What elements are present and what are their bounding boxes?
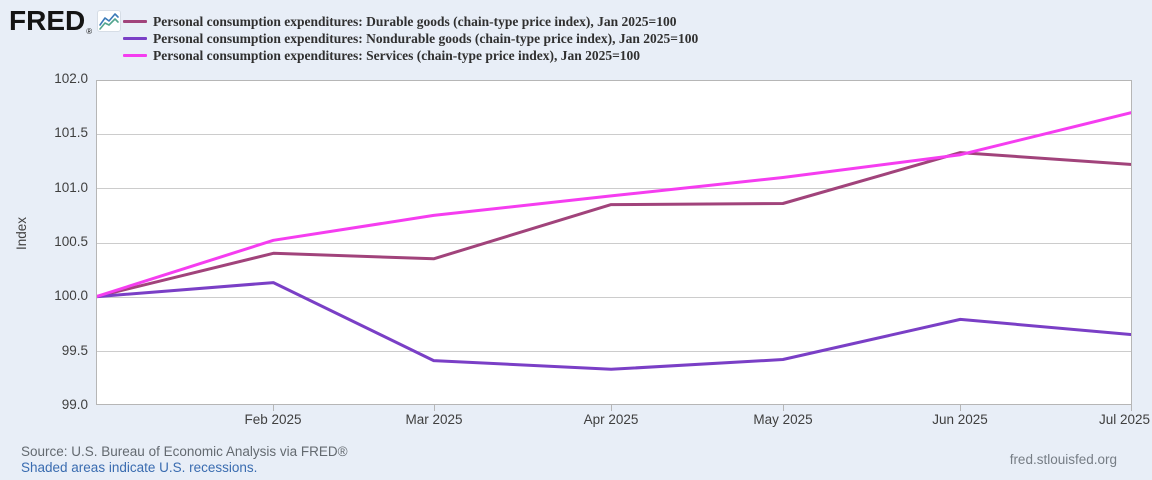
x-tick-mark — [273, 405, 274, 411]
x-tick-label: Jul 2025 — [1098, 412, 1150, 427]
recessions-link[interactable]: Shaded areas indicate U.S. recessions. — [21, 460, 258, 475]
legend-item-nondurable-goods: Personal consumption expenditures: Nondu… — [123, 30, 698, 47]
x-tick-mark — [434, 405, 435, 411]
y-tick-label: 99.0 — [61, 397, 88, 412]
y-tick-label: 100.0 — [54, 288, 88, 303]
fred-site-link[interactable]: fred.stlouisfed.org — [1009, 452, 1117, 467]
legend-item-services: Personal consumption expenditures: Servi… — [123, 47, 698, 64]
source-attribution: Source: U.S. Bureau of Economic Analysis… — [21, 444, 348, 459]
x-tick-label: Feb 2025 — [244, 412, 302, 427]
x-tick-mark — [960, 405, 961, 411]
legend-swatch-services — [123, 54, 147, 57]
fred-sparkline-icon — [97, 10, 122, 37]
plot-area — [96, 80, 1132, 405]
x-tick-label: Jun 2025 — [932, 412, 988, 427]
y-tick-label: 99.5 — [61, 343, 88, 358]
registered-mark: ® — [86, 27, 93, 36]
fred-logo[interactable]: FRED ® — [9, 5, 122, 37]
legend-label-durable-goods: Personal consumption expenditures: Durab… — [153, 14, 677, 29]
x-tick-label: May 2025 — [753, 412, 813, 427]
x-tick-mark — [1131, 405, 1132, 411]
fred-logo-text: FRED — [9, 5, 86, 36]
x-tick-label: Apr 2025 — [583, 412, 639, 427]
y-tick-label: 102.0 — [54, 71, 88, 86]
legend-label-services: Personal consumption expenditures: Servi… — [153, 48, 641, 63]
chart-legend: Personal consumption expenditures: Durab… — [123, 13, 698, 64]
legend-swatch-nondurable-goods — [123, 37, 147, 40]
legend-item-durable-goods: Personal consumption expenditures: Durab… — [123, 13, 698, 30]
legend-label-nondurable-goods: Personal consumption expenditures: Nondu… — [153, 31, 699, 46]
y-tick-label: 100.5 — [54, 234, 88, 249]
y-tick-label: 101.0 — [54, 180, 88, 195]
y-tick-label: 101.5 — [54, 125, 88, 140]
x-tick-mark — [611, 405, 612, 411]
x-tick-mark — [783, 405, 784, 411]
legend-swatch-durable-goods — [123, 20, 147, 23]
x-tick-label: Mar 2025 — [405, 412, 463, 427]
